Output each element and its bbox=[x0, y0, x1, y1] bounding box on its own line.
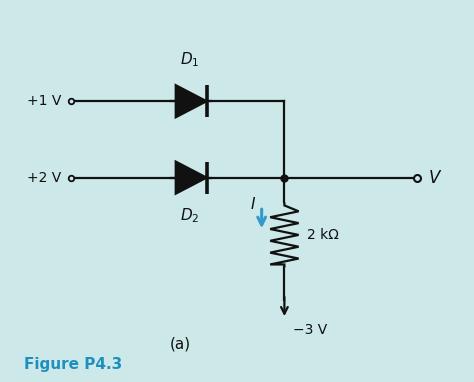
Text: +1 V: +1 V bbox=[27, 94, 62, 108]
Text: 2 kΩ: 2 kΩ bbox=[307, 228, 339, 242]
Text: $V$: $V$ bbox=[428, 168, 442, 187]
Polygon shape bbox=[176, 162, 207, 194]
Text: +2 V: +2 V bbox=[27, 171, 62, 185]
Text: (a): (a) bbox=[170, 336, 191, 351]
Polygon shape bbox=[176, 85, 207, 117]
Text: $D_1$: $D_1$ bbox=[180, 50, 200, 69]
Text: Figure P4.3: Figure P4.3 bbox=[24, 358, 122, 372]
Text: −3 V: −3 V bbox=[293, 323, 327, 337]
Text: $D_2$: $D_2$ bbox=[180, 206, 199, 225]
Text: $I$: $I$ bbox=[250, 196, 256, 212]
